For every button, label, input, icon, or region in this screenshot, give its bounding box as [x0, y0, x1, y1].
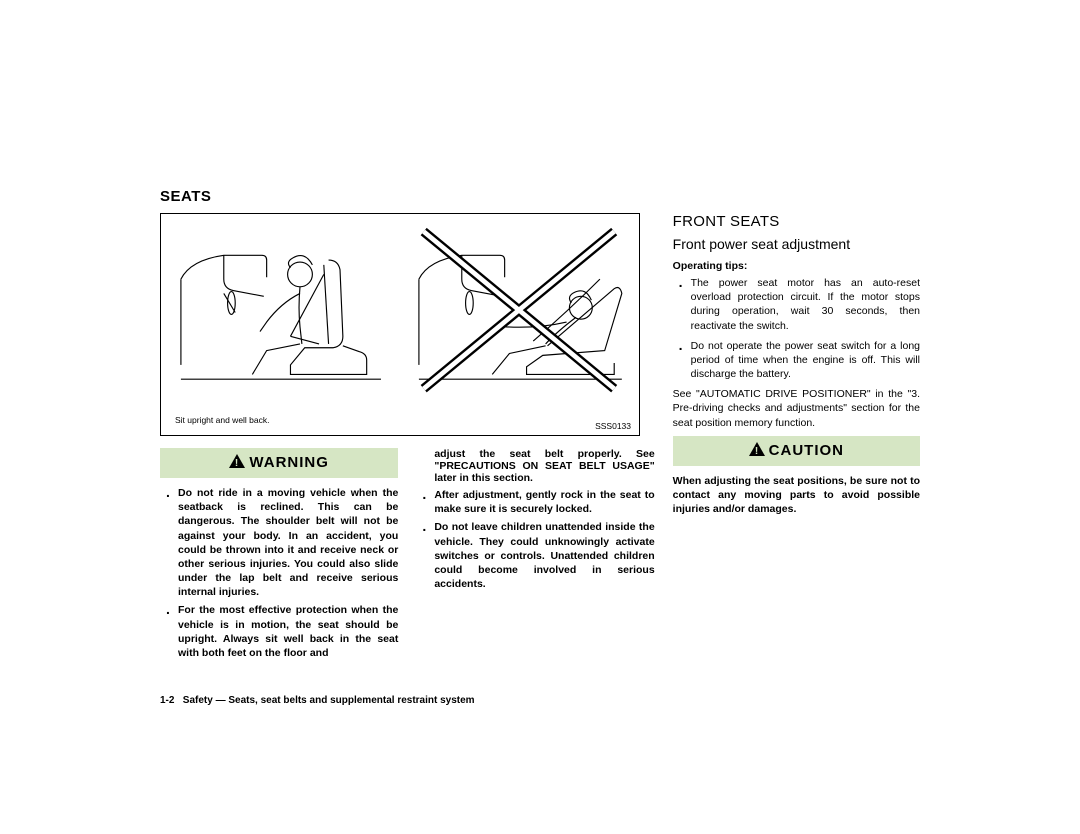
content-columns: Sit upright and well back. SSS0133 ! WAR… — [160, 213, 920, 664]
figure-incorrect — [409, 222, 629, 403]
figure-correct — [171, 222, 391, 403]
seat-upright-illustration — [171, 222, 391, 403]
warning-col-2: adjust the seat belt properly. See "PREC… — [416, 448, 654, 664]
operating-tips-list: The power seat motor has an auto-reset o… — [673, 276, 920, 381]
left-block: Sit upright and well back. SSS0133 ! WAR… — [160, 213, 655, 664]
warning-item: Do not ride in a moving vehicle when the… — [160, 486, 398, 599]
right-column: FRONT SEATS Front power seat adjustment … — [673, 213, 920, 664]
figure-caption: Sit upright and well back. — [175, 415, 270, 425]
power-seat-heading: Front power seat adjustment — [673, 236, 920, 252]
footer-text: Safety — Seats, seat belts and supplemen… — [183, 695, 475, 706]
warning-label: WARNING — [249, 454, 329, 471]
page-footer: 1-2 Safety — Seats, seat belts and suppl… — [160, 695, 475, 706]
warning-icon: ! — [229, 454, 245, 472]
warning-list-1: Do not ride in a moving vehicle when the… — [160, 486, 398, 660]
warning-item: After adjustment, gently rock in the sea… — [416, 488, 654, 516]
warning-list-2: After adjustment, gently rock in the sea… — [416, 488, 654, 591]
warning-item: Do not leave children unattended inside … — [416, 520, 654, 591]
figure-code: SSS0133 — [595, 421, 631, 431]
see-reference: See "AUTOMATIC DRIVE POSITIONER" in the … — [673, 387, 920, 430]
warning-continuation: adjust the seat belt properly. See "PREC… — [416, 448, 654, 484]
manual-page: SEATS — [160, 188, 920, 688]
warning-columns: ! WARNING Do not ride in a moving vehicl… — [160, 448, 655, 664]
caution-label: CAUTION — [769, 442, 844, 459]
warning-header: ! WARNING — [160, 448, 398, 478]
caution-icon: ! — [749, 442, 765, 460]
svg-text:!: ! — [755, 446, 759, 456]
seat-reclined-illustration — [409, 222, 629, 403]
tip-item: Do not operate the power seat switch for… — [673, 339, 920, 382]
page-number: 1-2 — [160, 695, 174, 706]
warning-item: For the most effective protection when t… — [160, 603, 398, 660]
seat-figure: Sit upright and well back. SSS0133 — [160, 213, 640, 436]
front-seats-heading: FRONT SEATS — [673, 213, 920, 230]
caution-header: ! CAUTION — [673, 436, 920, 466]
section-title: SEATS — [160, 188, 920, 205]
svg-text:!: ! — [235, 458, 239, 468]
caution-text: When adjusting the seat positions, be su… — [673, 474, 920, 517]
operating-tips-label: Operating tips: — [673, 260, 920, 272]
tip-item: The power seat motor has an auto-reset o… — [673, 276, 920, 333]
warning-col-1: ! WARNING Do not ride in a moving vehicl… — [160, 448, 398, 664]
